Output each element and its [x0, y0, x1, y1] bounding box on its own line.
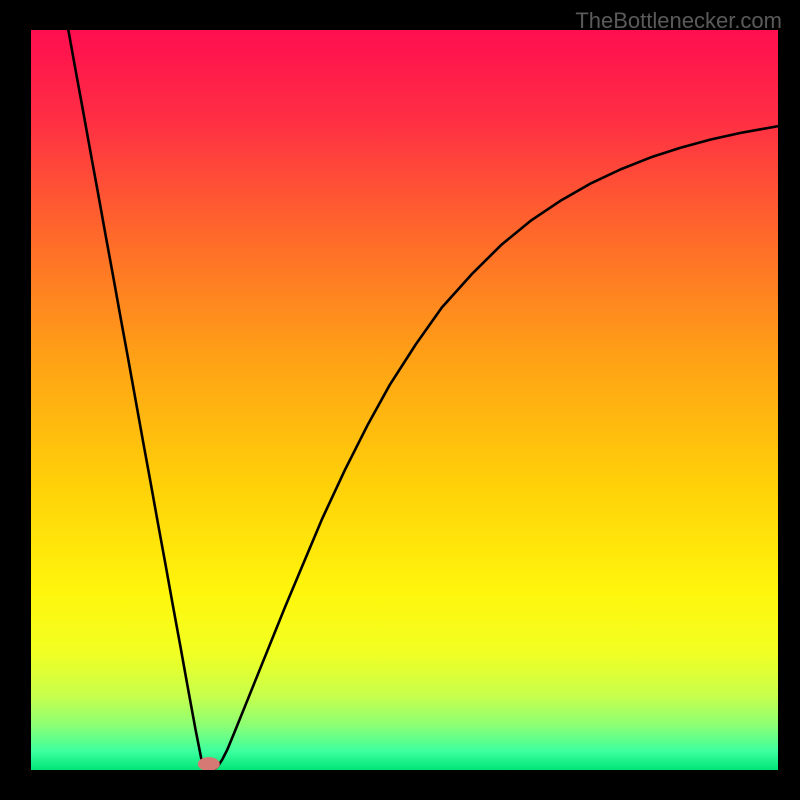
bottleneck-chart [31, 30, 778, 770]
watermark-text: TheBottlenecker.com [575, 8, 782, 34]
chart-frame: TheBottlenecker.com [0, 0, 800, 800]
gradient-background [31, 30, 778, 770]
